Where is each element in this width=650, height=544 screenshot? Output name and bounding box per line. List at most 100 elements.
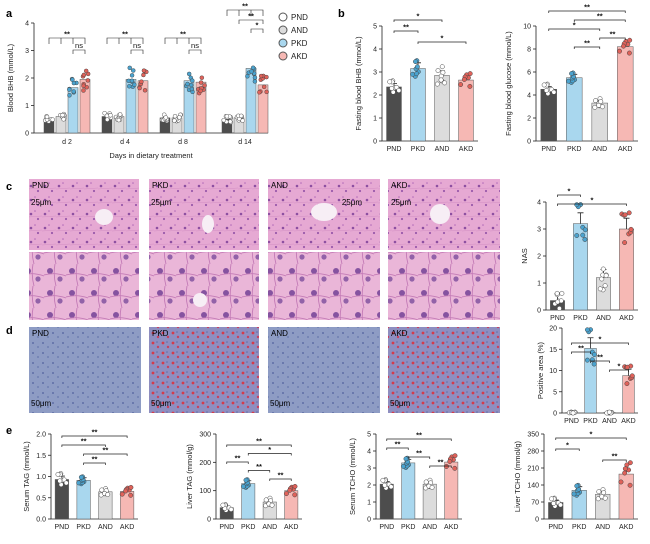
e2-xtick-pkd: PKD <box>241 524 255 531</box>
e3-bar-pkd <box>401 462 416 520</box>
e1-point-and <box>105 492 111 497</box>
a-bar-pkd-2 <box>183 80 195 134</box>
b2-sig-mark: ** <box>584 39 590 48</box>
b2-ytick-label: 10 <box>523 24 531 31</box>
c-point-pkd <box>580 232 586 238</box>
b1-point-akd <box>458 82 464 87</box>
legend-a: PND AND PKD AKD <box>278 12 308 61</box>
e3-ytick-label: 0 <box>367 517 371 524</box>
a-point-and <box>240 118 245 123</box>
d-point-pkd <box>584 327 590 333</box>
e3-point-akd <box>443 464 449 469</box>
d-ytick-label: 0 <box>553 411 557 418</box>
b1-point-pnd <box>396 88 402 93</box>
e4-ytick-label: 0 <box>535 517 539 524</box>
b2-point-akd <box>621 43 626 49</box>
e3-point-pnd <box>388 484 394 490</box>
e4-point-and <box>601 490 607 496</box>
c-point-pnd <box>554 290 560 296</box>
b2-sig-mark: * <box>573 21 576 30</box>
b1-point-pkd <box>414 71 420 77</box>
b2-sig-bracket <box>548 28 601 31</box>
e2-xtick-and: AND <box>262 524 277 531</box>
a-point-akd <box>198 88 203 94</box>
e1-point-akd <box>128 492 134 498</box>
a-ytick-label: 1 <box>25 103 29 110</box>
e1-sig-mark: ** <box>102 446 108 455</box>
e1-point-pkd <box>76 480 82 486</box>
c-sig-bracket <box>557 194 581 197</box>
b1-point-and <box>442 80 448 86</box>
d-point-pkd <box>591 361 597 367</box>
e1-sig-mark: ** <box>92 455 98 464</box>
a-point-and <box>238 113 244 119</box>
b2-sig-mark: ** <box>584 3 590 12</box>
b2-point-and <box>592 104 598 110</box>
legend-label-pkd: PKD <box>291 39 308 48</box>
b1-ytick-label: 3 <box>373 70 377 77</box>
a-point-pkd <box>189 86 195 92</box>
e2-point-pnd <box>220 502 226 508</box>
a-point-pkd <box>245 74 250 79</box>
e4-point-akd <box>627 460 633 466</box>
oro-label-pkd: PKD <box>152 329 169 338</box>
e1-xtick-and: AND <box>98 524 113 531</box>
legend-swatch-akd <box>278 51 288 61</box>
e3-xtick-pnd: PND <box>379 524 394 531</box>
oro-image-pkd: PKD 50μm <box>149 327 259 413</box>
legend-swatch-and <box>278 25 288 35</box>
legend-label-akd: AKD <box>291 52 308 61</box>
e3-ylabel: Serum TCHO (mmol/L) <box>348 438 357 515</box>
e4-xtick-pnd: PND <box>548 524 563 531</box>
a-point-pkd <box>129 73 135 78</box>
b1-ytick-label: 4 <box>373 47 377 54</box>
e2-ytick-label: 100 <box>199 488 211 495</box>
d-point-pnd <box>570 410 576 416</box>
e2-sig-bracket <box>247 470 271 473</box>
e1-point-pnd <box>63 480 69 486</box>
e1-point-akd <box>123 488 129 494</box>
a-point-pkd <box>131 68 136 73</box>
e2-sig-bracket <box>269 478 292 481</box>
b2-sig-bracket <box>573 46 601 49</box>
he-scale-and: 25μm <box>342 198 363 207</box>
c-xtick-akd: AKD <box>619 315 633 322</box>
b1-point-and <box>440 70 446 75</box>
e4-ytick-label: 70 <box>531 500 539 507</box>
a-ns-mark-0: ns <box>75 41 83 50</box>
b1-ytick-label: 1 <box>373 116 377 123</box>
b1-point-akd <box>467 83 473 89</box>
c-point-akd <box>622 240 628 246</box>
e1-xtick-akd: AKD <box>120 524 134 531</box>
c-errorbar-akd <box>623 217 630 229</box>
e4-sig-bracket <box>555 437 627 440</box>
d-xtick-pkd: PKD <box>583 418 597 425</box>
b1-ytick-label: 2 <box>373 93 377 100</box>
a-point-pkd <box>127 84 132 89</box>
e4-point-pkd <box>571 491 577 497</box>
a-point-pnd <box>163 115 168 120</box>
e3-sig-mark: ** <box>438 458 444 467</box>
a-point-pkd <box>132 82 137 87</box>
e3-ytick-label: 3 <box>367 466 371 473</box>
c-point-and <box>597 286 603 292</box>
d-ytick-label: 10 <box>549 368 557 375</box>
panel-letter-b: b <box>338 8 345 20</box>
a-point-akd <box>137 85 142 91</box>
e3-xtick-akd: AKD <box>444 524 458 531</box>
b2-point-akd <box>626 50 632 56</box>
a-point-pkd <box>185 81 190 87</box>
a-point-akd <box>264 89 269 95</box>
a-point-pkd <box>127 65 132 71</box>
e2-xtick-pnd: PND <box>219 524 234 531</box>
b2-xtick-pnd: PND <box>541 146 556 153</box>
a-point-and <box>61 117 66 122</box>
b2-bar-akd <box>617 46 634 142</box>
e2-point-akd <box>283 491 289 497</box>
a-point-akd <box>142 88 148 93</box>
b2-point-pkd <box>566 78 571 84</box>
d-point-pkd <box>584 357 590 363</box>
b1-sig-mark: * <box>441 34 444 43</box>
